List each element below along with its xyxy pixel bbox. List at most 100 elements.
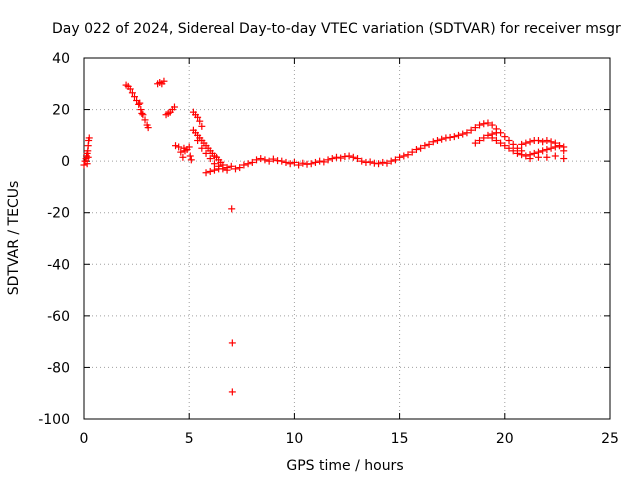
data-point (215, 165, 223, 173)
data-point (84, 153, 92, 161)
data-point (455, 131, 463, 139)
data-point (136, 99, 144, 107)
data-point (236, 164, 244, 172)
data-point (450, 133, 458, 141)
data-point (231, 165, 239, 173)
data-point (429, 138, 437, 146)
data-point (175, 143, 183, 151)
data-point (476, 121, 484, 129)
data-point (513, 149, 521, 157)
y-tick-label: 0 (61, 154, 70, 170)
y-tick-label: -100 (38, 412, 70, 428)
data-point (290, 158, 298, 166)
data-point (295, 161, 303, 169)
data-point (345, 152, 353, 160)
data-point (337, 154, 345, 162)
data-point (328, 155, 336, 163)
data-point (185, 143, 193, 151)
data-point (135, 100, 143, 108)
data-point (198, 122, 206, 130)
data-point (210, 166, 218, 174)
data-point (324, 156, 332, 164)
data-point (248, 158, 256, 166)
data-point (471, 139, 479, 147)
data-point (534, 153, 542, 161)
data-point (539, 147, 547, 155)
data-point (240, 161, 248, 169)
data-point (551, 152, 559, 160)
data-point (202, 169, 210, 177)
data-point (160, 77, 168, 85)
data-point (332, 153, 340, 161)
data-point (282, 158, 290, 166)
data-point (526, 138, 534, 146)
data-point (198, 144, 206, 152)
data-point (530, 149, 538, 157)
chart-title: Day 022 of 2024, Sidereal Day-to-day VTE… (52, 21, 621, 37)
data-point (556, 142, 564, 150)
data-point (446, 133, 454, 141)
data-point (128, 89, 136, 97)
data-points (80, 77, 568, 396)
data-point (141, 116, 149, 124)
data-point (543, 153, 551, 161)
x-tick-label: 10 (285, 431, 303, 447)
data-point (137, 106, 145, 114)
data-point (560, 147, 568, 155)
data-point (253, 156, 261, 164)
plot-area-frame (83, 57, 611, 420)
data-point (286, 160, 294, 168)
data-point (421, 142, 429, 150)
data-point (80, 161, 88, 169)
data-point (375, 160, 383, 168)
data-point (404, 151, 412, 159)
data-point (543, 146, 551, 154)
data-point (265, 157, 273, 165)
data-point (387, 157, 395, 165)
data-point (311, 158, 319, 166)
data-point (480, 120, 488, 128)
y-tick-label: -20 (47, 206, 70, 222)
y-axis-ticks: 40 20 0 -20 -40 -60 -80 -100 (38, 51, 610, 428)
data-point (501, 133, 509, 141)
y-tick-label: -60 (47, 309, 70, 325)
y-tick-label: 40 (52, 51, 70, 67)
data-point (194, 113, 202, 121)
data-point (177, 148, 185, 156)
data-point (459, 130, 467, 138)
data-point (480, 134, 488, 142)
data-point (539, 138, 547, 146)
data-point (522, 139, 530, 147)
data-point (139, 111, 147, 119)
data-point (223, 164, 231, 172)
data-point (408, 148, 416, 156)
data-point (534, 137, 542, 145)
data-point (379, 158, 387, 166)
data-point (194, 137, 202, 145)
data-point (316, 157, 324, 165)
grid-lines (84, 58, 610, 419)
data-point (501, 142, 509, 150)
data-point (509, 147, 517, 155)
data-point (202, 149, 210, 157)
data-point (228, 205, 236, 213)
x-tick-label: 20 (496, 431, 514, 447)
y-tick-label: -80 (47, 360, 70, 376)
data-point (522, 152, 530, 160)
x-tick-label: 25 (601, 431, 619, 447)
data-point (471, 124, 479, 132)
data-point (170, 103, 178, 111)
data-point (172, 142, 180, 150)
data-point (433, 137, 441, 145)
data-point (547, 144, 555, 152)
data-point (83, 160, 91, 168)
data-point (400, 152, 408, 160)
data-point (196, 117, 204, 125)
data-point (391, 156, 399, 164)
data-point (144, 124, 152, 132)
data-point (354, 155, 362, 163)
data-point (488, 121, 496, 129)
data-point (543, 137, 551, 145)
data-point (130, 93, 138, 101)
